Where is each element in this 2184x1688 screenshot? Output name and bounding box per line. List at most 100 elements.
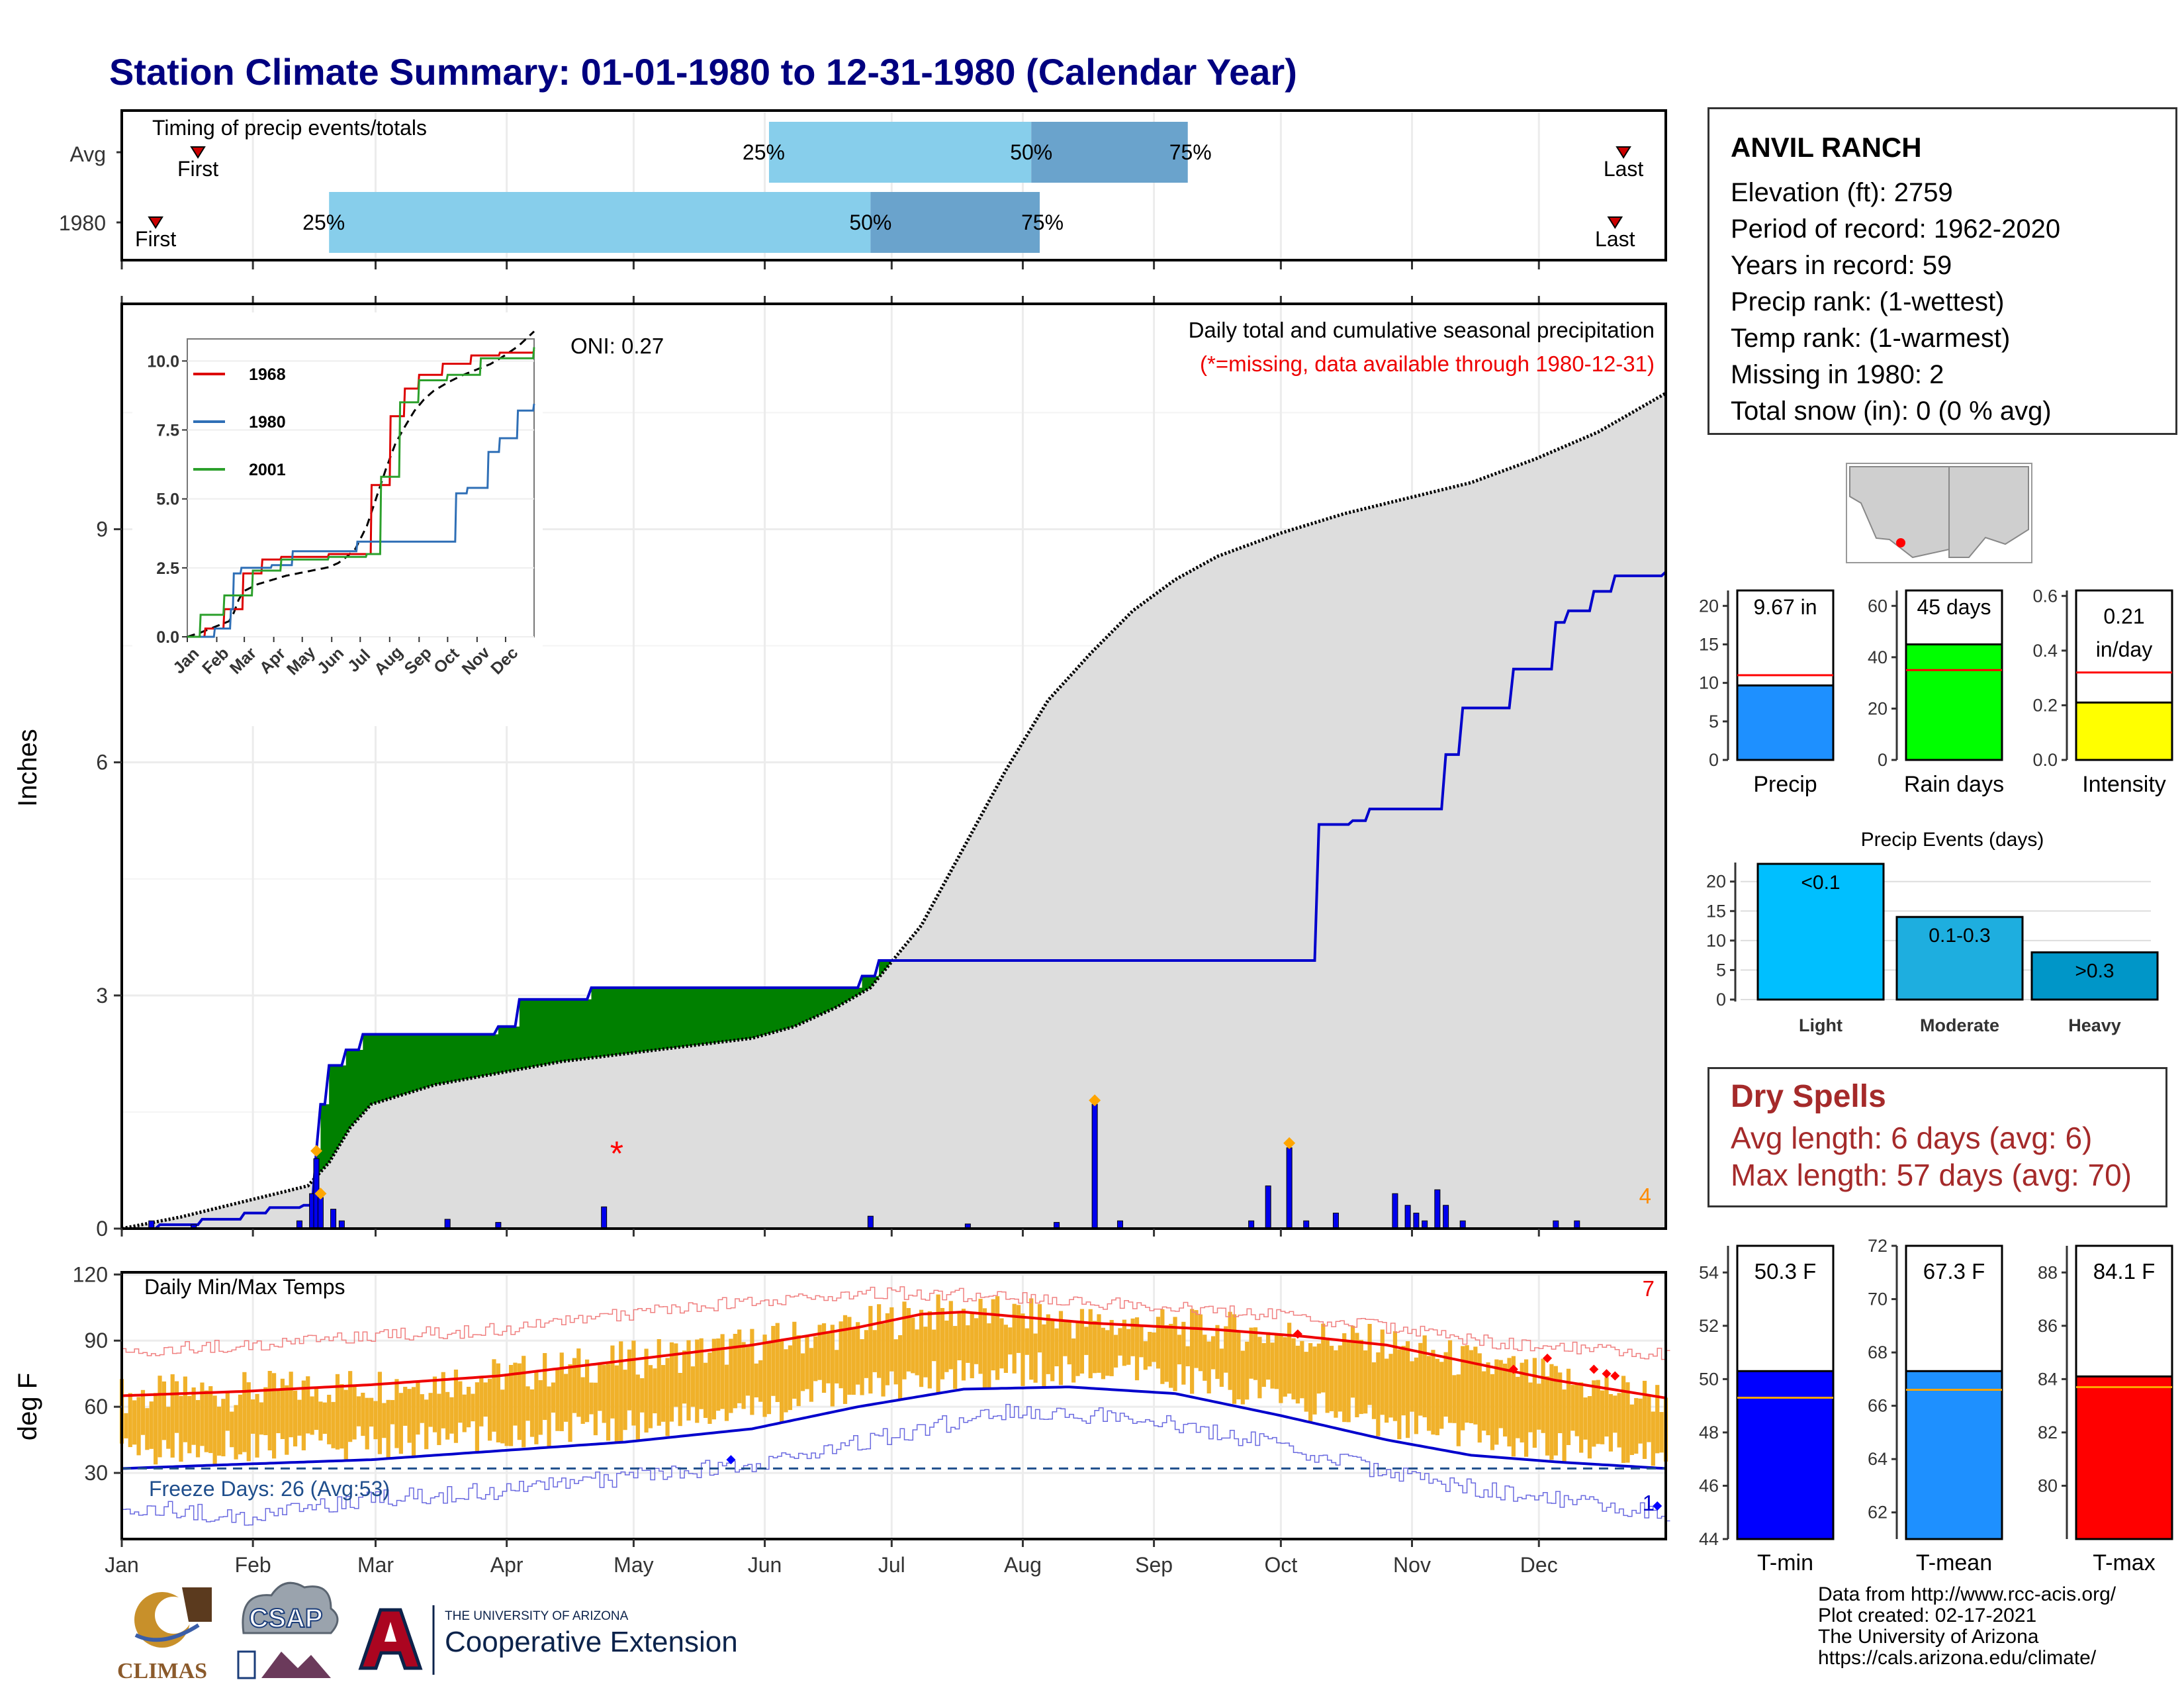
daily-temp-range-bar (1537, 1383, 1541, 1430)
surplus-segment (768, 988, 774, 1034)
ua-small-text: THE UNIVERSITY OF ARIZONA (445, 1609, 629, 1623)
daily-temp-range-bar (623, 1370, 627, 1430)
daily-temp-range-bar (475, 1382, 480, 1452)
daily-temp-range-bar (1097, 1314, 1101, 1373)
credit-plot-created: Plot created: 02-17-2021 (1818, 1605, 2037, 1626)
daily-temp-range-bar (382, 1403, 387, 1438)
daily-temp-range-bar (225, 1392, 230, 1431)
daily-temp-range-bar (1600, 1390, 1605, 1444)
daily-temp-range-bar (1426, 1356, 1432, 1431)
surplus-segment (477, 1034, 482, 1078)
month-label: May (614, 1553, 653, 1577)
daily-temp-range-bar (1134, 1317, 1140, 1381)
daily-temp-range-bar (568, 1364, 572, 1442)
daily-temp-range-bar (369, 1397, 374, 1427)
daily-temp-range-bar (407, 1389, 412, 1443)
quartile-label-75: 75% (1021, 211, 1064, 234)
daily-temp-range-bar (1206, 1341, 1211, 1393)
daily-temp-range-bar (737, 1329, 742, 1403)
daily-temp-range-bar (492, 1359, 496, 1432)
daily-temp-range-bar (966, 1325, 970, 1363)
surplus-segment (811, 988, 816, 1019)
daily-precip-record-marker (310, 1145, 323, 1157)
daily-temp-range-bar (1511, 1356, 1516, 1457)
daily-temp-range-bar (1245, 1341, 1250, 1400)
month-label: Feb (235, 1553, 271, 1577)
daily-temp-range-bar (293, 1390, 298, 1447)
daily-temp-range-bar (1169, 1323, 1173, 1388)
surplus-segment (519, 999, 524, 1070)
surplus-segment (367, 1034, 372, 1109)
daily-temp-range-bar (377, 1372, 382, 1454)
daily-temp-range-bar (208, 1386, 213, 1454)
surplus-segment (862, 976, 867, 993)
quartile-label-50: 50% (849, 211, 891, 234)
temp-ytick-label: 30 (84, 1461, 108, 1485)
daily-temp-range-bar (1617, 1393, 1621, 1448)
daily-temp-range-bar (1431, 1350, 1435, 1435)
daily-temp-range-bar (272, 1373, 277, 1459)
daily-temp-range-bar (1321, 1323, 1326, 1393)
daily-temp-range-bar (424, 1399, 429, 1450)
surplus-segment (612, 988, 617, 1056)
daily-temp-range-bar (1465, 1345, 1469, 1423)
daily-temp-range-bar (987, 1323, 991, 1389)
temp-bar-value (1736, 1370, 1835, 1540)
daily-temp-range-bar (356, 1396, 361, 1427)
record-max-line (122, 1286, 1670, 1360)
station-period: Period of record: 1962-2020 (1731, 214, 2061, 244)
month-label: Dec (1520, 1553, 1558, 1577)
daily-temp-range-bar (978, 1299, 983, 1374)
surplus-segment (324, 1104, 330, 1168)
temp-bar-ytick-label: 50 (1699, 1369, 1719, 1389)
daily-temp-range-bar (1385, 1358, 1389, 1423)
summary-bar-ytick-label: 0.6 (2032, 586, 2058, 606)
surplus-segment (803, 988, 808, 1023)
precip-ytick-label: 3 (96, 984, 108, 1008)
daily-temp-range-bar (1406, 1341, 1410, 1438)
daily-temp-range-bar (868, 1305, 873, 1394)
surplus-segment (756, 988, 761, 1037)
daily-temp-range-bar (877, 1304, 882, 1378)
surplus-segment (815, 988, 821, 1017)
month-label: Mar (357, 1553, 394, 1577)
daily-temp-range-bar (403, 1387, 408, 1426)
events-ytick-label: 15 (1706, 901, 1726, 921)
daily-temp-range-bar (627, 1349, 632, 1411)
daily-temp-range-bar (576, 1348, 581, 1417)
temp-bar-ytick-label: 52 (1699, 1316, 1719, 1336)
daily-precip-bar (1434, 1189, 1441, 1229)
surplus-segment (849, 988, 854, 1000)
daily-temp-range-bar (432, 1376, 437, 1432)
daily-temp-range-bar (1541, 1358, 1545, 1433)
temp-title: Daily Min/Max Temps (144, 1275, 345, 1299)
daily-temp-range-bar (1473, 1346, 1478, 1425)
daily-temp-range-bar (500, 1389, 505, 1444)
daily-temp-range-bar (686, 1340, 691, 1421)
surplus-segment (773, 988, 778, 1033)
temp-bar-label: T-min (1757, 1550, 1813, 1575)
daily-temp-range-bar (919, 1309, 924, 1387)
daily-temp-range-bar (1651, 1411, 1655, 1466)
event-bar-range-label: >0.3 (2075, 961, 2114, 982)
daily-temp-range-bar (170, 1374, 175, 1458)
surplus-segment (358, 1049, 363, 1119)
daily-temp-range-bar (1524, 1359, 1529, 1457)
inset-average-line (187, 330, 535, 638)
surplus-segment (667, 988, 672, 1049)
daily-temp-range-bar (1359, 1340, 1363, 1415)
daily-temp-range-bar (864, 1330, 869, 1378)
month-label: Aug (1004, 1553, 1042, 1577)
daily-temp-range-bar (936, 1294, 940, 1393)
daily-temp-range-bar (1625, 1382, 1630, 1463)
daily-temp-range-bar (445, 1391, 450, 1440)
page-title: Station Climate Summary: 01-01-1980 to 1… (109, 51, 1297, 93)
daily-temp-range-bar (885, 1313, 890, 1385)
daily-temp-range-bar (1482, 1371, 1486, 1431)
daily-temp-range-bar (754, 1363, 758, 1397)
daily-temp-range-bar (1549, 1364, 1554, 1460)
daily-temp-range-bar (373, 1401, 378, 1440)
daily-precip-record-marker (1283, 1137, 1296, 1149)
surplus-segment (883, 960, 888, 972)
month-label: Jun (748, 1553, 782, 1577)
